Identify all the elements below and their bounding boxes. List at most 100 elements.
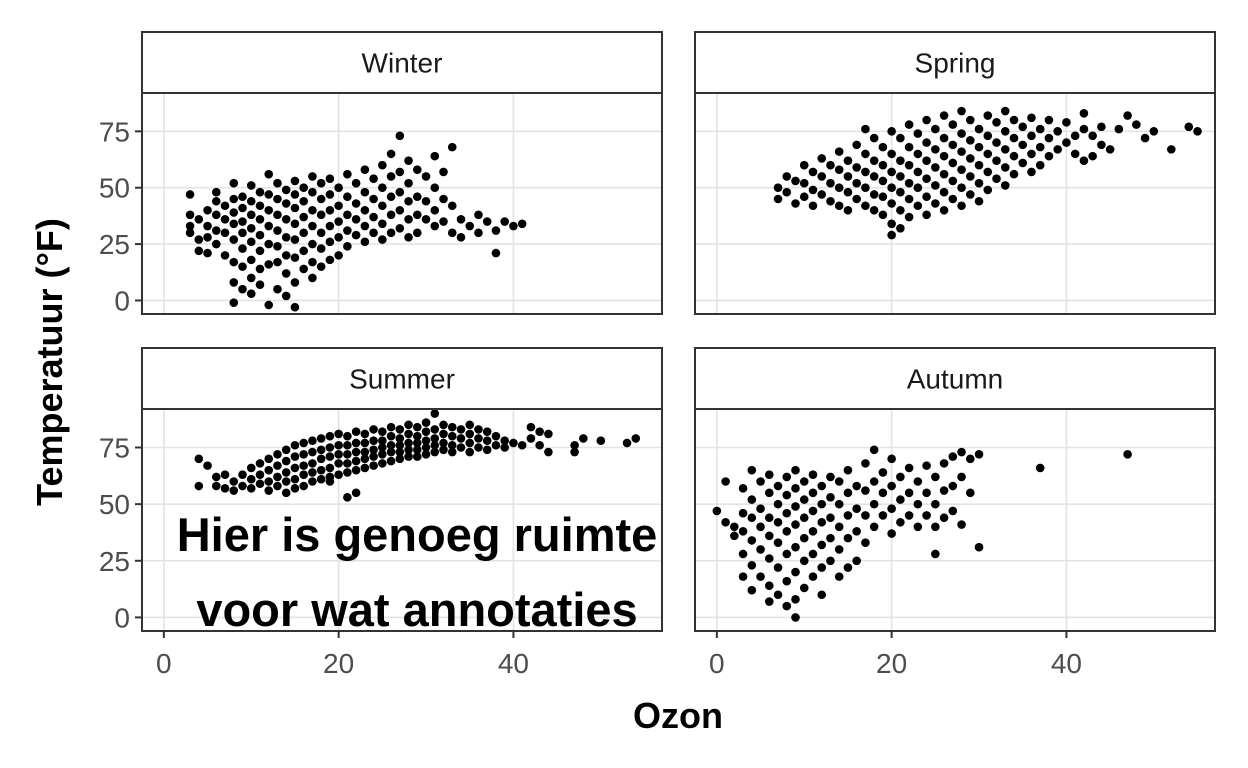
- y-tick-label: 50: [99, 489, 130, 520]
- data-point: [747, 465, 757, 475]
- y-tick-label: 75: [99, 433, 130, 464]
- data-point: [378, 436, 387, 446]
- data-point: [351, 230, 361, 240]
- data-point: [474, 228, 483, 238]
- data-point: [747, 495, 757, 504]
- panel-winter: Winter: [141, 31, 663, 315]
- data-point: [299, 212, 308, 222]
- data-point: [791, 567, 800, 577]
- data-point: [395, 425, 405, 434]
- data-point: [896, 205, 905, 215]
- data-point: [404, 438, 413, 448]
- data-point: [386, 422, 396, 432]
- data-point: [965, 454, 975, 464]
- x-tick-label: 20: [323, 648, 354, 679]
- data-point: [447, 142, 457, 152]
- data-point: [299, 461, 308, 470]
- data-point: [220, 228, 230, 238]
- data-point: [852, 163, 861, 172]
- data-point: [1149, 127, 1159, 136]
- data-point: [913, 522, 923, 532]
- data-point: [246, 289, 256, 299]
- data-point: [843, 533, 853, 543]
- data-point: [852, 481, 861, 491]
- data-point: [782, 172, 792, 181]
- data-point: [491, 248, 501, 258]
- strip-label: Summer: [349, 364, 455, 395]
- data-point: [360, 221, 370, 231]
- data-point: [1097, 122, 1106, 132]
- data-point: [421, 196, 431, 206]
- data-point: [229, 178, 239, 188]
- data-point: [264, 477, 274, 486]
- data-point: [799, 533, 809, 543]
- data-point: [939, 111, 949, 120]
- data-point: [1027, 113, 1036, 123]
- data-point: [482, 217, 492, 226]
- data-point: [290, 452, 300, 461]
- data-point: [965, 154, 975, 163]
- data-point: [404, 214, 413, 224]
- data-point: [229, 257, 239, 267]
- data-point: [878, 210, 888, 220]
- data-point: [482, 445, 492, 455]
- data-point: [817, 590, 827, 600]
- data-point: [896, 517, 905, 527]
- data-point: [439, 445, 448, 455]
- data-point: [931, 472, 940, 482]
- data-point: [904, 511, 914, 520]
- data-point: [316, 228, 326, 238]
- data-point: [764, 531, 774, 541]
- data-point: [544, 429, 553, 439]
- data-point: [246, 255, 256, 265]
- data-point: [351, 427, 361, 436]
- strip-label: Winter: [362, 48, 443, 79]
- x-tick-label: 0: [709, 648, 725, 679]
- data-point: [808, 201, 818, 211]
- y-tick-label: 50: [99, 173, 130, 204]
- data-point: [369, 461, 378, 470]
- data-point: [843, 205, 853, 215]
- data-point: [465, 447, 475, 457]
- data-point: [325, 190, 335, 199]
- data-point: [325, 477, 335, 486]
- data-point: [430, 440, 440, 450]
- data-point: [878, 160, 888, 170]
- data-point: [421, 172, 431, 181]
- plot-area: [695, 409, 1215, 631]
- data-point: [992, 118, 1001, 127]
- data-point: [957, 129, 966, 138]
- y-tick-label: 0: [114, 602, 130, 633]
- data-point: [343, 169, 352, 179]
- data-point: [474, 443, 483, 452]
- data-point: [316, 244, 326, 253]
- data-point: [203, 221, 212, 231]
- data-point: [974, 196, 984, 206]
- data-point: [878, 192, 888, 202]
- data-point: [334, 217, 343, 226]
- data-point: [782, 527, 792, 536]
- data-point: [913, 499, 923, 509]
- data-point: [747, 513, 757, 523]
- plot-area: [142, 93, 662, 314]
- data-point: [211, 210, 221, 220]
- data-point: [281, 269, 291, 278]
- data-point: [904, 488, 914, 498]
- data-point: [360, 429, 370, 439]
- data-point: [456, 425, 466, 434]
- data-point: [730, 531, 739, 541]
- data-point: [983, 131, 993, 141]
- data-point: [412, 452, 422, 461]
- data-point: [1088, 131, 1097, 141]
- data-point: [412, 228, 422, 238]
- data-point: [869, 156, 879, 165]
- data-point: [203, 461, 212, 470]
- data-point: [808, 185, 818, 195]
- data-point: [887, 504, 896, 513]
- data-point: [983, 167, 993, 177]
- data-point: [351, 178, 361, 188]
- data-point: [360, 438, 370, 448]
- data-point: [896, 187, 905, 197]
- data-point: [939, 169, 949, 179]
- data-point: [465, 438, 475, 448]
